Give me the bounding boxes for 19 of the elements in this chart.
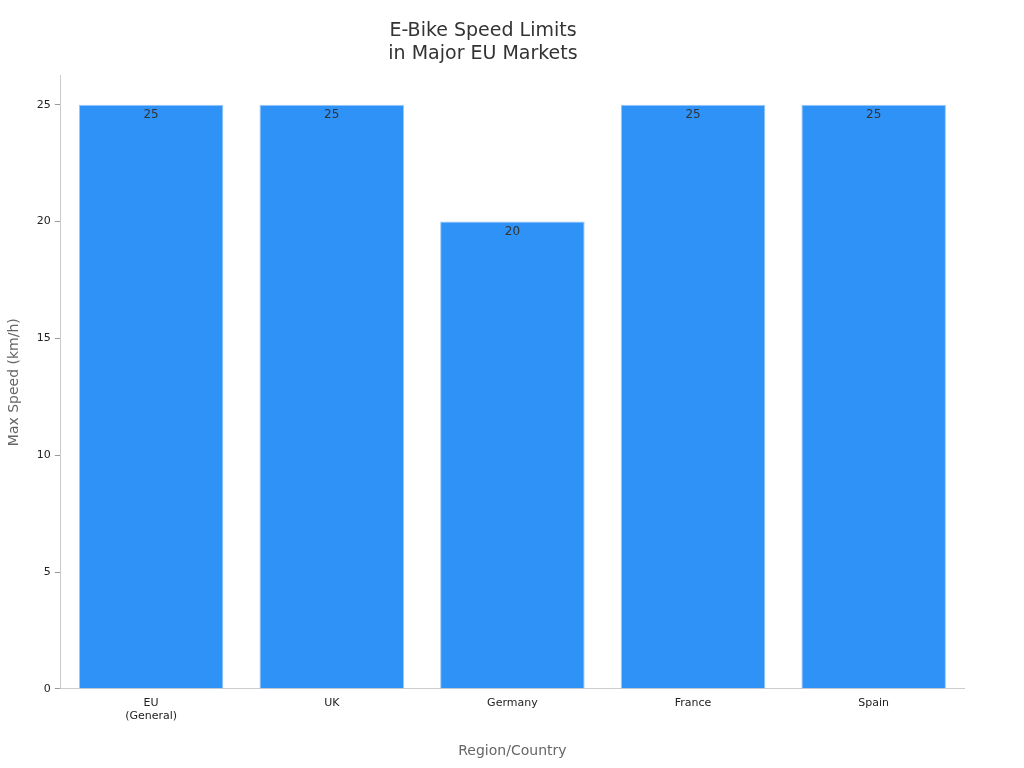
y-tick-label: 25 [36, 97, 51, 111]
x-tick-label: Spain [858, 696, 890, 710]
y-axis-title: Max Speed (km/h) [5, 318, 22, 447]
x-tick-label: EU (General) [125, 696, 178, 723]
data-label: 25 [324, 106, 340, 121]
data-label: 25 [143, 106, 159, 121]
data-label: 25 [685, 106, 701, 121]
x-tick-label: Germany [487, 696, 539, 710]
y-tick-label: 15 [36, 331, 51, 345]
x-tick-label: UK [324, 696, 341, 710]
y-tick-label: 5 [43, 564, 51, 578]
x-tick-label: France [674, 696, 712, 710]
data-label: 25 [866, 106, 882, 121]
y-tick-label: 0 [43, 681, 51, 695]
chart-title: E-Bike Speed Limits in Major EU Markets [388, 18, 578, 64]
data-label: 20 [504, 223, 521, 238]
y-tick-label: 10 [36, 448, 51, 462]
y-tick-label: 20 [36, 214, 51, 228]
x-axis-title: Region/Country [458, 742, 567, 759]
